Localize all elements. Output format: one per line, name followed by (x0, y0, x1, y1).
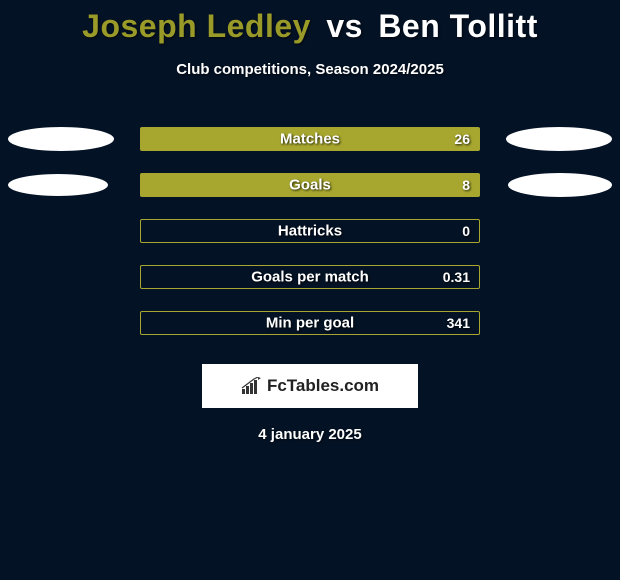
bars-icon (241, 377, 263, 395)
stat-row: Hattricks0 (0, 208, 620, 254)
stat-row: Goals8 (0, 162, 620, 208)
bar-track (140, 311, 480, 335)
stats-chart: Matches26Goals8Hattricks0Goals per match… (0, 116, 620, 346)
logo-box: FcTables.com (202, 364, 418, 408)
bar-fill (141, 128, 479, 150)
comparison-card: Joseph Ledley vs Ben Tollitt Club compet… (0, 0, 620, 580)
subtitle: Club competitions, Season 2024/2025 (0, 61, 620, 78)
bar-fill (141, 174, 479, 196)
left-flank-ellipse (8, 174, 108, 196)
logo-text: FcTables.com (267, 376, 379, 396)
stat-row: Matches26 (0, 116, 620, 162)
bar-track (140, 173, 480, 197)
bar-track (140, 127, 480, 151)
date-label: 4 january 2025 (0, 426, 620, 443)
stat-row: Goals per match0.31 (0, 254, 620, 300)
bar-track (140, 265, 480, 289)
vs-label: vs (326, 8, 363, 44)
page-title: Joseph Ledley vs Ben Tollitt (0, 0, 620, 45)
player1-name: Joseph Ledley (82, 8, 311, 44)
stat-row: Min per goal341 (0, 300, 620, 346)
bar-track (140, 219, 480, 243)
right-flank-ellipse (508, 173, 612, 197)
right-flank-ellipse (506, 127, 612, 151)
logo: FcTables.com (241, 376, 379, 396)
player2-name: Ben Tollitt (378, 8, 538, 44)
left-flank-ellipse (8, 127, 114, 151)
